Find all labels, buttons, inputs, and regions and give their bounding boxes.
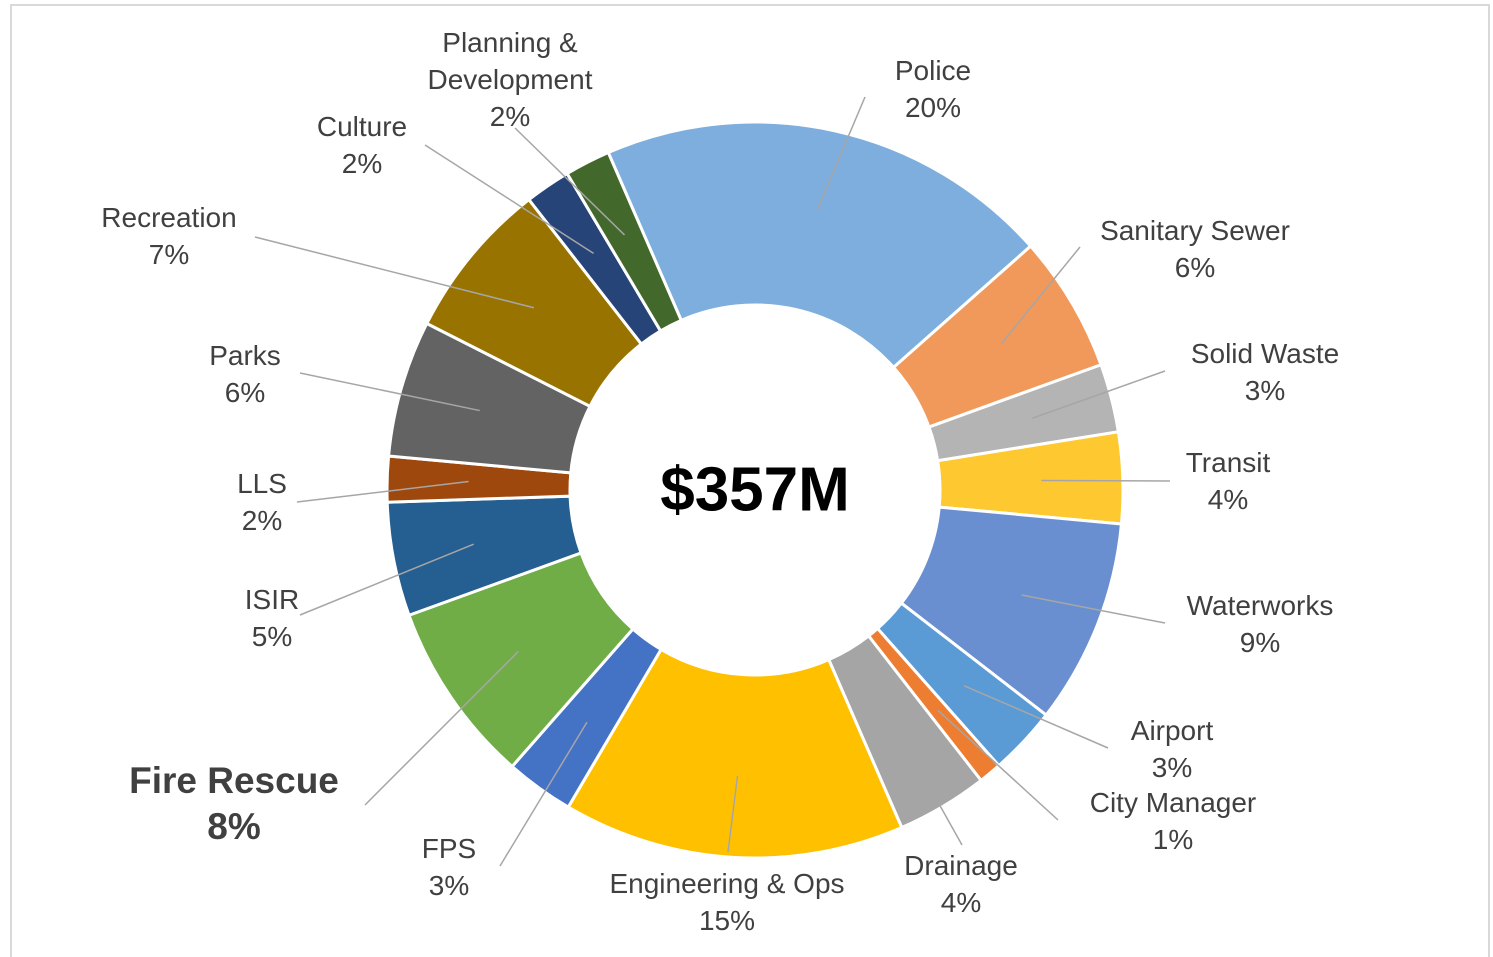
- value-label: 20%: [904, 92, 962, 123]
- value-label: 6%: [224, 377, 266, 408]
- slice-label: Engineering & Ops 15%: [609, 865, 844, 939]
- value-label: 15%: [698, 905, 756, 936]
- center-label: $357M: [660, 455, 850, 525]
- leader-line: [299, 372, 480, 412]
- category-name: Drainage: [904, 850, 1018, 881]
- donut-slice: [565, 150, 684, 333]
- value-label: 3%: [1151, 752, 1193, 783]
- category-name: Solid Waste: [1190, 338, 1340, 369]
- donut-slice: [606, 120, 1033, 370]
- value-label: 2%: [241, 505, 283, 536]
- leader-line: [364, 650, 519, 806]
- leader-line: [727, 775, 739, 853]
- category-name: Engineering & Ops: [609, 868, 845, 899]
- leader-line: [1032, 370, 1166, 419]
- slice-label: City Manager 1%: [1090, 784, 1257, 858]
- slice-label: Police 20%: [895, 52, 971, 126]
- leader-line: [1021, 594, 1166, 624]
- category-name: Planning & Development: [427, 27, 593, 95]
- slice-label: FPS 3%: [422, 830, 476, 904]
- leader-line: [296, 480, 469, 503]
- value-label: 3%: [1244, 375, 1286, 406]
- value-label: 2%: [341, 148, 383, 179]
- value-label: 8%: [207, 806, 261, 847]
- category-name: FPS: [421, 833, 477, 864]
- category-name: Waterworks: [1186, 590, 1334, 621]
- category-name: Culture: [316, 111, 408, 142]
- chart-frame: [10, 4, 1490, 957]
- leader-line: [937, 709, 1059, 821]
- leader-line: [254, 236, 535, 309]
- donut-slice: [566, 647, 904, 860]
- category-name: Parks: [209, 340, 281, 371]
- category-name: Airport: [1130, 715, 1214, 746]
- category-name: Police: [894, 55, 972, 86]
- leader-line: [963, 685, 1109, 749]
- category-name: Recreation: [101, 202, 237, 233]
- slice-label: Sanitary Sewer 6%: [1100, 212, 1290, 286]
- leader-line: [499, 721, 588, 867]
- value-label: 1%: [1152, 824, 1194, 855]
- slice-label: Fire Rescue 8%: [129, 758, 339, 850]
- slice-label: Culture 2%: [317, 108, 407, 182]
- slice-label: Drainage 4%: [904, 847, 1018, 921]
- value-label: 4%: [940, 887, 982, 918]
- value-label: 2%: [489, 101, 531, 132]
- slice-label: Solid Waste 3%: [1191, 335, 1339, 409]
- category-name: ISIR: [244, 584, 300, 615]
- value-label: 4%: [1207, 484, 1249, 515]
- slice-label: Planning & Development 2%: [410, 24, 610, 135]
- slice-label: Airport 3%: [1131, 712, 1213, 786]
- slice-label: LLS 2%: [237, 465, 287, 539]
- leader-line: [900, 735, 963, 846]
- slice-label: ISIR 5%: [245, 581, 299, 655]
- value-label: 9%: [1239, 627, 1281, 658]
- slice-label: Recreation 7%: [101, 199, 236, 273]
- category-name: City Manager: [1089, 787, 1257, 818]
- slice-label: Parks 6%: [209, 337, 281, 411]
- slice-label: Waterworks 9%: [1187, 587, 1334, 661]
- value-label: 3%: [428, 870, 470, 901]
- category-name: Sanitary Sewer: [1100, 215, 1290, 246]
- leader-line: [514, 127, 626, 236]
- slice-label: Transit 4%: [1186, 444, 1271, 518]
- value-label: 5%: [251, 621, 293, 652]
- value-label: 6%: [1174, 252, 1216, 283]
- category-name: Transit: [1185, 447, 1271, 478]
- category-name: Fire Rescue: [129, 760, 339, 801]
- leader-line: [299, 543, 474, 616]
- leader-line: [816, 96, 866, 211]
- category-name: LLS: [237, 468, 287, 499]
- leader-line: [1000, 246, 1081, 345]
- value-label: 7%: [148, 239, 190, 270]
- leader-line: [424, 144, 594, 254]
